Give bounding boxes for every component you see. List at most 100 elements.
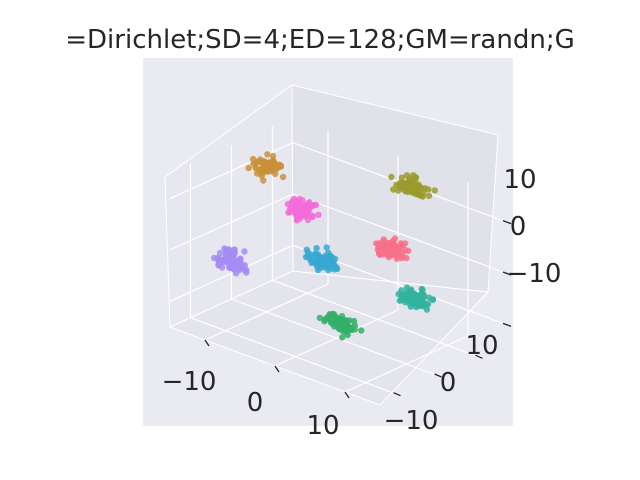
scatter-point	[232, 270, 240, 277]
scatter-point	[260, 177, 267, 184]
scatter-point	[313, 244, 320, 252]
x-tick-label: 10	[306, 411, 339, 441]
scatter-point	[407, 296, 415, 303]
scatter-point	[262, 165, 269, 172]
scatter-point	[221, 245, 228, 252]
scatter-point	[403, 172, 411, 179]
scatter-point	[303, 246, 310, 253]
scatter-point	[237, 256, 244, 263]
scatter-point	[358, 327, 365, 334]
scatter-point	[305, 200, 312, 208]
scatter-point	[391, 235, 399, 242]
scatter-point	[331, 255, 339, 263]
scatter-point	[393, 255, 401, 263]
scatter-point	[429, 296, 437, 304]
y-tick-mark	[393, 392, 401, 397]
scatter-point	[302, 253, 310, 261]
scatter-point	[228, 264, 235, 272]
x-tick-mark	[204, 339, 210, 347]
scatter-point	[301, 210, 309, 217]
z-tick-label: 0	[510, 212, 527, 242]
scatter-point	[348, 326, 355, 333]
scatter-point	[338, 327, 346, 334]
scatter-point	[402, 291, 409, 299]
scatter-point	[418, 285, 425, 293]
scatter-point	[269, 152, 277, 160]
scatter-point	[319, 259, 327, 266]
scatter-point	[299, 197, 306, 204]
tick-marks	[204, 220, 512, 399]
scatter-cluster	[245, 151, 287, 184]
scatter-cluster	[316, 310, 365, 341]
scatter-cluster	[395, 284, 437, 313]
scatter-point	[316, 314, 323, 322]
scatter-point	[265, 159, 273, 166]
y-tick-mark	[475, 354, 483, 359]
scatter-point	[414, 187, 422, 194]
scatter-point	[309, 256, 316, 264]
scatter-cluster	[302, 244, 341, 274]
scatter-point	[402, 246, 409, 254]
scatter-point	[277, 162, 284, 169]
scatter-point	[288, 204, 295, 211]
scatter-point	[222, 252, 229, 259]
scatter-point	[396, 297, 404, 304]
scatter-point	[373, 240, 380, 247]
scatter-point	[401, 240, 409, 247]
scatter-cluster	[284, 195, 322, 224]
z-tick-label: 10	[503, 165, 536, 195]
scatter-point	[312, 201, 320, 209]
y-tick-label: −10	[384, 406, 439, 436]
scatter-point	[304, 216, 312, 224]
scatter-point	[245, 164, 252, 172]
scatter-point	[331, 323, 338, 330]
scatter-point	[425, 192, 433, 200]
z-tick-mark	[502, 322, 512, 327]
scatter-point	[407, 288, 414, 296]
scatter-point	[423, 302, 431, 309]
scatter-point	[390, 186, 397, 193]
scatter-point	[388, 173, 395, 181]
scatter-point	[343, 319, 350, 326]
scatter-point	[419, 193, 426, 200]
scatter-point	[228, 259, 236, 267]
scatter-point	[398, 174, 405, 181]
scatter-point	[402, 299, 409, 306]
y-tick-mark	[434, 373, 442, 378]
scatter-point	[241, 248, 248, 255]
scatter-point	[239, 262, 246, 269]
scatter-point	[323, 244, 330, 251]
scatter-point	[408, 187, 415, 195]
z-tick-label: −10	[507, 259, 562, 289]
z-tick-mark	[502, 271, 512, 276]
scatter-point	[272, 170, 279, 177]
y-tick-label: 0	[440, 368, 457, 398]
scatter-cluster	[388, 172, 438, 200]
floor-grid-line	[272, 279, 483, 359]
scatter-points	[210, 151, 438, 341]
scatter-point	[220, 258, 228, 265]
y-tick-label: 10	[465, 331, 498, 361]
scatter-point	[339, 334, 346, 341]
scatter-point	[332, 314, 340, 321]
scatter-point	[398, 254, 405, 262]
scatter-point	[257, 156, 264, 163]
chart-title: =Dirichlet;SD=4;ED=128;GM=randn;G	[65, 25, 574, 55]
scatter-point	[412, 175, 419, 183]
z-tick-mark	[502, 220, 512, 225]
scatter-point	[321, 318, 328, 325]
scatter-point	[309, 213, 316, 220]
scatter-point	[294, 211, 301, 218]
scatter-point	[216, 258, 223, 266]
scatter-point	[384, 242, 391, 250]
x-tick-mark	[274, 365, 280, 373]
scatter-point	[403, 254, 410, 262]
x-tick-mark	[344, 391, 350, 399]
scatter-point	[315, 211, 322, 218]
scatter-point	[408, 181, 416, 189]
scatter-point	[243, 269, 250, 276]
scatter-point	[376, 250, 383, 258]
scatter-point	[431, 187, 438, 194]
scatter-point	[250, 160, 257, 167]
